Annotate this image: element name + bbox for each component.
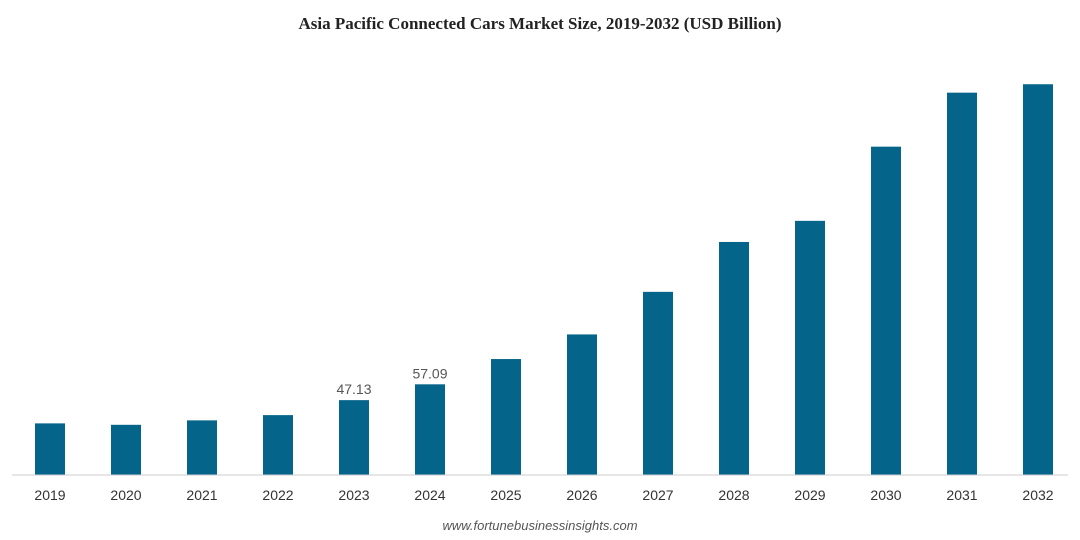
bar-2025 [491, 359, 521, 475]
x-tick-label-2027: 2027 [642, 487, 673, 503]
bar-2019 [35, 423, 65, 475]
x-tick-label-2020: 2020 [110, 487, 141, 503]
x-tick-label-2026: 2026 [566, 487, 597, 503]
x-tick-label-2024: 2024 [414, 487, 445, 503]
source-credit: www.fortunebusinessinsights.com [442, 518, 638, 533]
bar-2032 [1023, 84, 1053, 475]
bar-2026 [567, 334, 597, 475]
bar-2022 [263, 415, 293, 475]
bar-2020 [111, 424, 141, 475]
x-tick-label-2025: 2025 [490, 487, 521, 503]
x-tick-label-2022: 2022 [262, 487, 293, 503]
data-label-2023: 47.13 [336, 381, 371, 397]
x-tick-label-2029: 2029 [794, 487, 825, 503]
x-tick-label-2023: 2023 [338, 487, 369, 503]
bar-2027 [643, 291, 673, 475]
x-tick-label-2030: 2030 [870, 487, 901, 503]
x-tick-label-2031: 2031 [946, 487, 977, 503]
bar-2030 [871, 146, 901, 476]
bar-2024 [415, 384, 445, 475]
bar-2028 [719, 241, 749, 475]
bar-2021 [187, 420, 217, 475]
chart-title: Asia Pacific Connected Cars Market Size,… [298, 14, 782, 33]
data-labels: 47.13 57.09 [336, 365, 447, 397]
bar-2023 [339, 400, 369, 475]
x-tick-label-2021: 2021 [186, 487, 217, 503]
data-label-2024: 57.09 [412, 365, 447, 381]
bar-2031 [947, 92, 977, 475]
bar-2029 [795, 220, 825, 475]
x-tick-label-2032: 2032 [1022, 487, 1053, 503]
x-tick-label-2019: 2019 [34, 487, 65, 503]
x-tick-labels: 2019 2020 2021 2022 2023 2024 2025 2026 2027 2028… [34, 487, 1053, 503]
bars-group [35, 84, 1053, 476]
x-tick-label-2028: 2028 [718, 487, 749, 503]
